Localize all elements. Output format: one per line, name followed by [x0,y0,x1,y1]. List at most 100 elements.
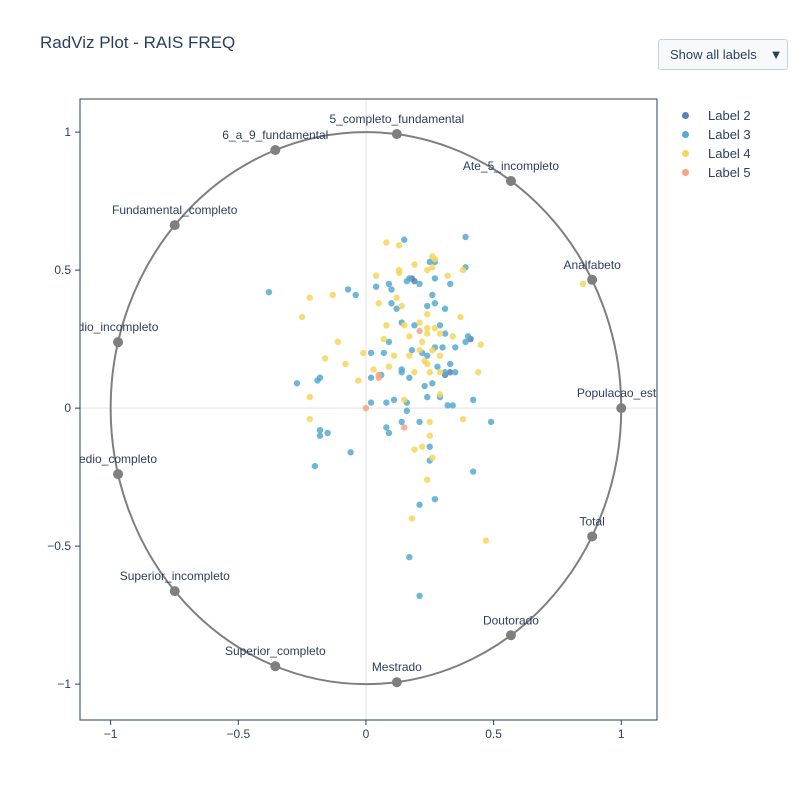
anchor-label: Superior_incompleto [120,569,230,583]
data-point [459,266,467,274]
legend: Label 2 Label 3 Label 4 Label 5 [680,106,751,182]
data-point [457,313,464,321]
anchor-point [616,403,627,414]
data-point [459,415,467,423]
data-point [424,352,431,359]
data-point [344,286,352,293]
anchor-label: 6_a_9_fundamental [222,128,328,142]
anchor-point [270,661,281,672]
data-point [316,427,324,434]
series-label-3 [265,233,495,599]
data-point [446,360,454,368]
data-point [372,272,380,279]
data-point [401,396,408,404]
anchor-label: Populacao_estin [577,386,666,400]
anchor-label: Mestrado [372,660,422,674]
data-point [475,369,482,376]
data-point [324,429,331,437]
anchor-label: 5_completo_fundamental [329,112,464,126]
data-point [436,369,444,376]
data-point [431,300,439,307]
data-point [411,446,418,453]
data-point [446,369,454,376]
anchor-label: Ate_5_incompleto [463,159,559,173]
anchor-point [587,531,598,542]
data-point [367,349,375,357]
data-point [416,418,423,426]
legend-item[interactable]: Label 3 [680,125,751,144]
data-point [372,283,380,290]
data-point [429,380,436,387]
data-point [452,369,459,376]
label-filter-dropdown[interactable]: Show all labels ▼ [658,39,788,70]
data-point [436,352,444,359]
data-point [429,346,436,354]
data-point [411,369,418,376]
anchor-point [505,630,516,641]
data-point [426,432,433,439]
data-point [375,300,382,307]
data-point [434,363,441,370]
data-point [431,255,439,263]
data-point [469,396,477,404]
y-tick-label: 1 [64,125,71,139]
data-point [482,537,490,544]
data-point [334,338,342,346]
data-point [408,346,416,354]
legend-item[interactable]: Label 4 [680,144,751,163]
data-point [355,377,362,384]
data-point [462,233,469,241]
data-point [388,286,395,293]
data-point [398,302,405,310]
data-point [406,333,413,340]
data-point [487,418,495,426]
data-point [342,360,349,368]
anchor-label: Total [579,514,604,528]
data-point [383,322,390,329]
data-point [395,269,403,277]
anchor-point [113,469,124,480]
data-point [441,369,449,376]
data-point [383,239,390,246]
anchor-point [169,586,180,597]
data-point [401,424,408,431]
anchor-label: Fundamental_completo [112,203,238,217]
data-point [416,501,423,508]
data-point [265,289,273,296]
data-point [416,280,423,288]
data-point [429,291,436,299]
data-point [469,468,477,475]
data-point [293,380,301,387]
plot-frame [79,98,658,721]
data-point [462,338,469,346]
y-tick-label: −0.5 [47,539,71,553]
data-point [390,352,398,359]
data-point [424,266,431,274]
data-point [464,333,472,340]
legend-swatch-icon [682,150,689,157]
data-point [352,291,359,299]
data-point [390,396,398,404]
legend-label: Label 2 [708,108,751,123]
data-point [436,322,444,329]
data-point [411,322,418,329]
data-point [431,324,439,332]
data-point [316,432,324,439]
data-point [446,280,454,288]
y-tick-label: 0 [64,401,71,415]
chart-title: RadViz Plot - RAIS FREQ [40,33,236,52]
data-point [395,242,403,249]
data-point [388,300,395,307]
data-point [306,393,313,401]
data-point [393,294,400,301]
data-point [367,374,375,381]
data-point [406,553,413,561]
data-point [426,443,433,450]
data-point [298,313,306,321]
data-point [367,399,375,406]
legend-item[interactable]: Label 5 [680,163,751,182]
data-point [360,349,367,357]
legend-item[interactable]: Label 2 [680,106,751,125]
data-point [418,443,426,450]
